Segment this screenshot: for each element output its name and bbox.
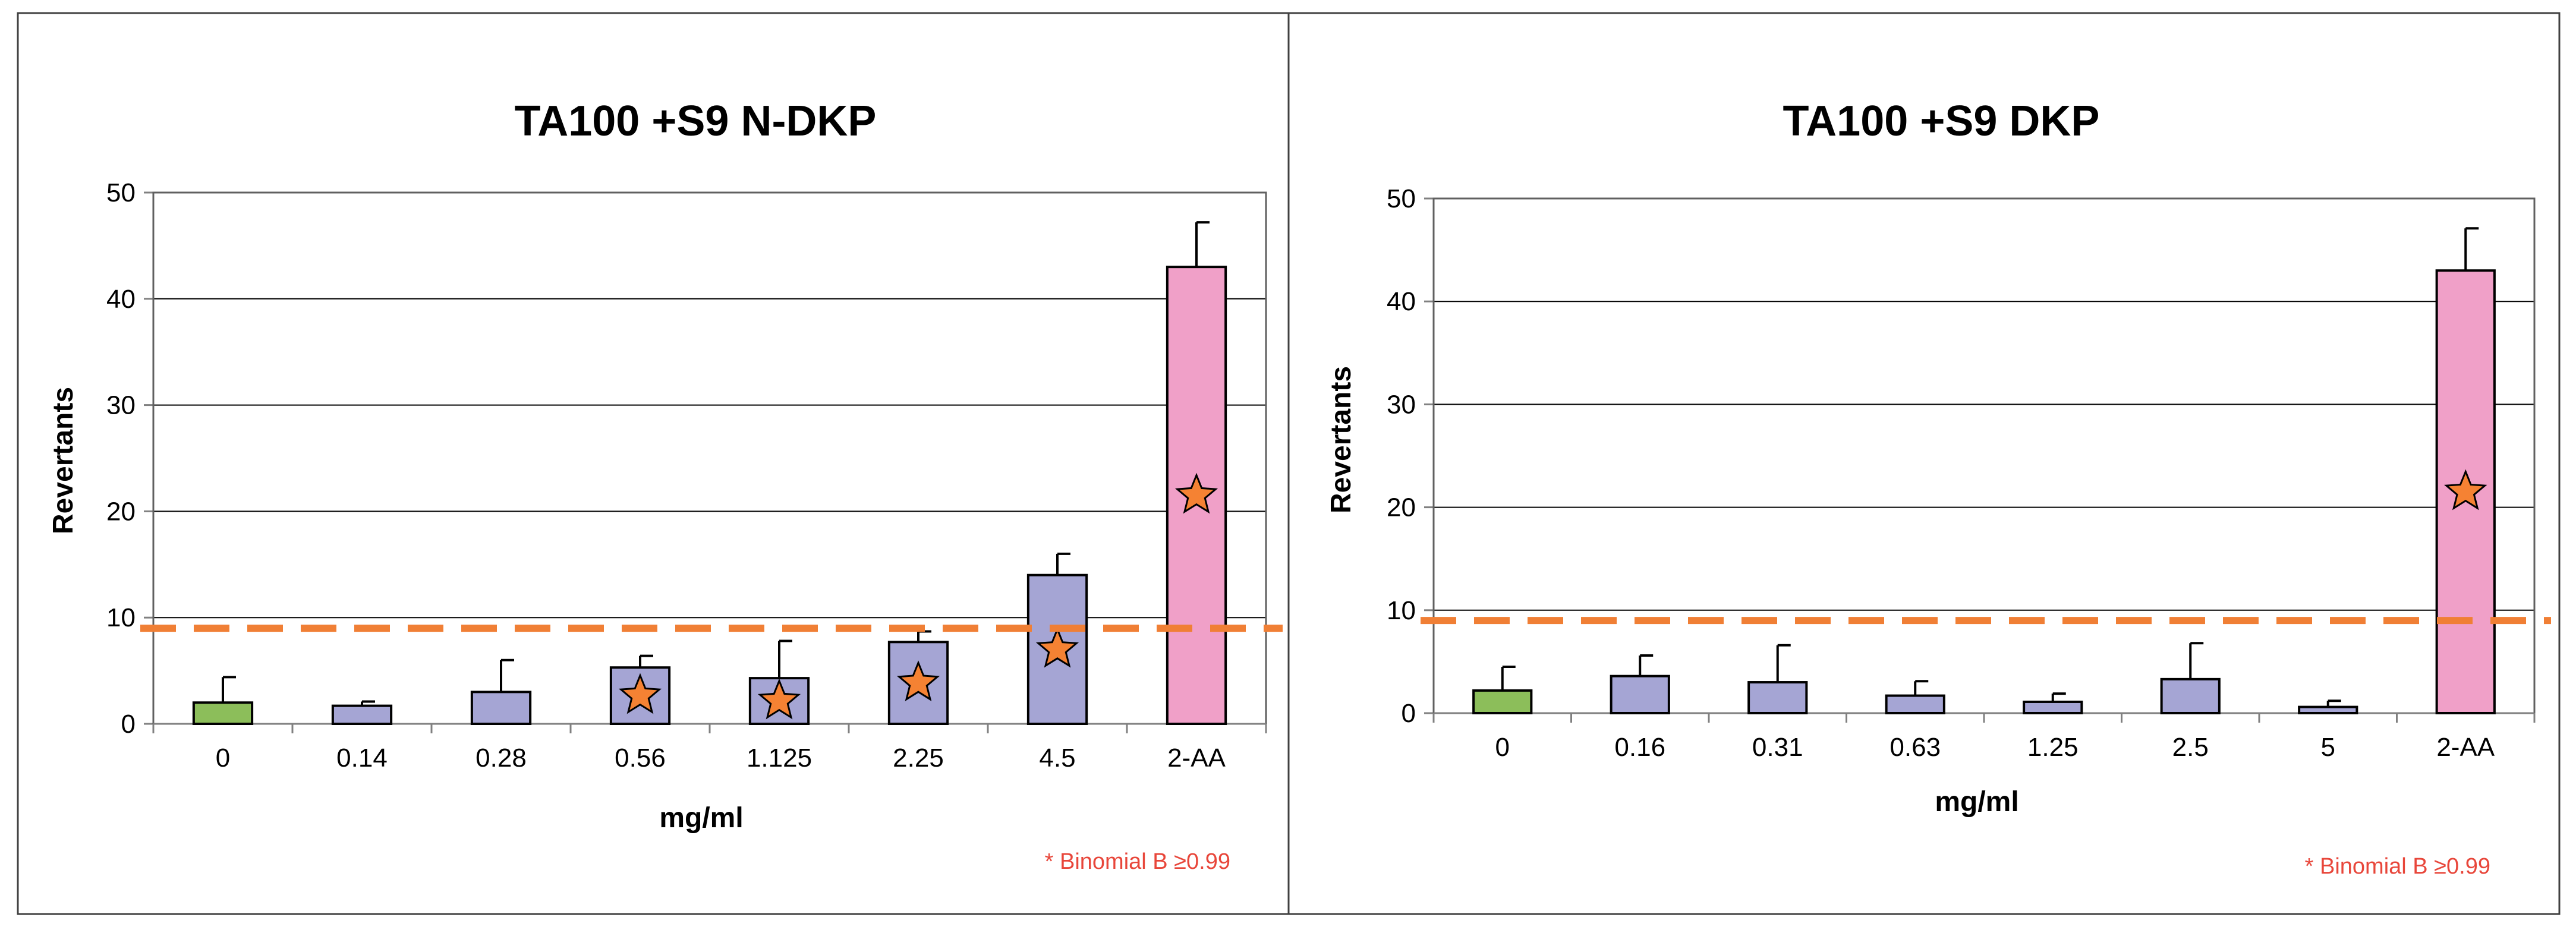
x-axis-title: mg/ml [1935, 786, 2018, 818]
bar-treatment [331, 704, 393, 726]
significance-star [618, 673, 662, 714]
bar-treatment [2160, 677, 2221, 714]
y-tick-label: 50 [1387, 184, 1416, 213]
x-tick-label: 0.16 [1614, 733, 1665, 762]
x-tick-label: 2.5 [2172, 733, 2209, 762]
x-tick-label: 2-AA [1167, 743, 1226, 773]
y-axis-title: Revertants [48, 387, 79, 534]
x-tick-label: 2.25 [893, 743, 944, 773]
bar-treatment [470, 691, 532, 725]
x-tick-label: 1.25 [2027, 733, 2079, 762]
significance-star [757, 678, 801, 720]
significance-note: * Binomial B ≥0.99 [2305, 854, 2490, 879]
y-tick-label: 10 [106, 603, 136, 632]
panel-right-border [1287, 12, 2561, 915]
bar-control [192, 701, 254, 725]
y-tick-label: 30 [1387, 390, 1416, 419]
plot-frame [152, 191, 1267, 725]
y-tick-label: 0 [1402, 699, 1416, 728]
significance-star [896, 660, 940, 701]
y-tick-label: 40 [1387, 287, 1416, 316]
bar-treatment [1747, 681, 1808, 715]
significance-note: * Binomial B ≥0.99 [1045, 849, 1230, 874]
x-tick-label: 5 [2321, 733, 2335, 762]
y-tick-label: 10 [1387, 596, 1416, 625]
x-tick-label: 2-AA [2436, 733, 2495, 762]
y-tick-label: 20 [1387, 493, 1416, 522]
bar-control [1472, 689, 1533, 714]
significance-star [2444, 469, 2487, 510]
bar-treatment [2023, 700, 2083, 714]
bar-treatment [1610, 675, 1670, 714]
x-tick-label: 0.28 [475, 743, 527, 773]
x-tick-label: 1.125 [747, 743, 812, 773]
x-tick-label: 4.5 [1039, 743, 1075, 773]
bar-treatment [1885, 694, 1945, 715]
panel-left-border [17, 12, 1290, 915]
significance-star [1174, 472, 1218, 514]
y-tick-label: 30 [106, 391, 136, 420]
x-tick-label: 0.63 [1890, 733, 1941, 762]
plot-area-right: 0 10 20 30 40 50 0 0.16 0.31 0.63 1.25 2.5 5 2-AA [1387, 184, 2551, 762]
chart-title: TA100 +S9 DKP [1783, 97, 2100, 145]
x-tick-label: 0 [1495, 733, 1510, 762]
y-tick-label: 40 [106, 285, 136, 314]
panel-left: TA100 +S9 N-DKP 0 10 20 30 40 50 0 0.14 0.28 0.56… [17, 12, 1290, 915]
plot-frame [1432, 197, 2536, 714]
x-tick-label: 0.56 [615, 743, 666, 773]
x-tick-label: 0.31 [1752, 733, 1803, 762]
x-axis-title: mg/ml [659, 802, 743, 834]
x-tick-label: 0.14 [336, 743, 388, 773]
plot-area-left: 0 10 20 30 40 50 0 0.14 0.28 0.56 1.125 2.25 4.5 2-AA [106, 178, 1283, 773]
x-tick-label: 0 [216, 743, 230, 773]
y-tick-label: 0 [121, 710, 136, 739]
bar-treatment [2298, 705, 2358, 715]
significance-star [1035, 626, 1079, 668]
y-tick-label: 50 [106, 178, 136, 207]
panel-right: TA100 +S9 DKP 0 10 20 30 40 50 0 0.16 0.31 0.63 1.… [1287, 12, 2561, 915]
y-tick-label: 20 [106, 497, 136, 526]
y-axis-title: Revertants [1325, 366, 1357, 513]
chart-title: TA100 +S9 N-DKP [515, 97, 877, 145]
